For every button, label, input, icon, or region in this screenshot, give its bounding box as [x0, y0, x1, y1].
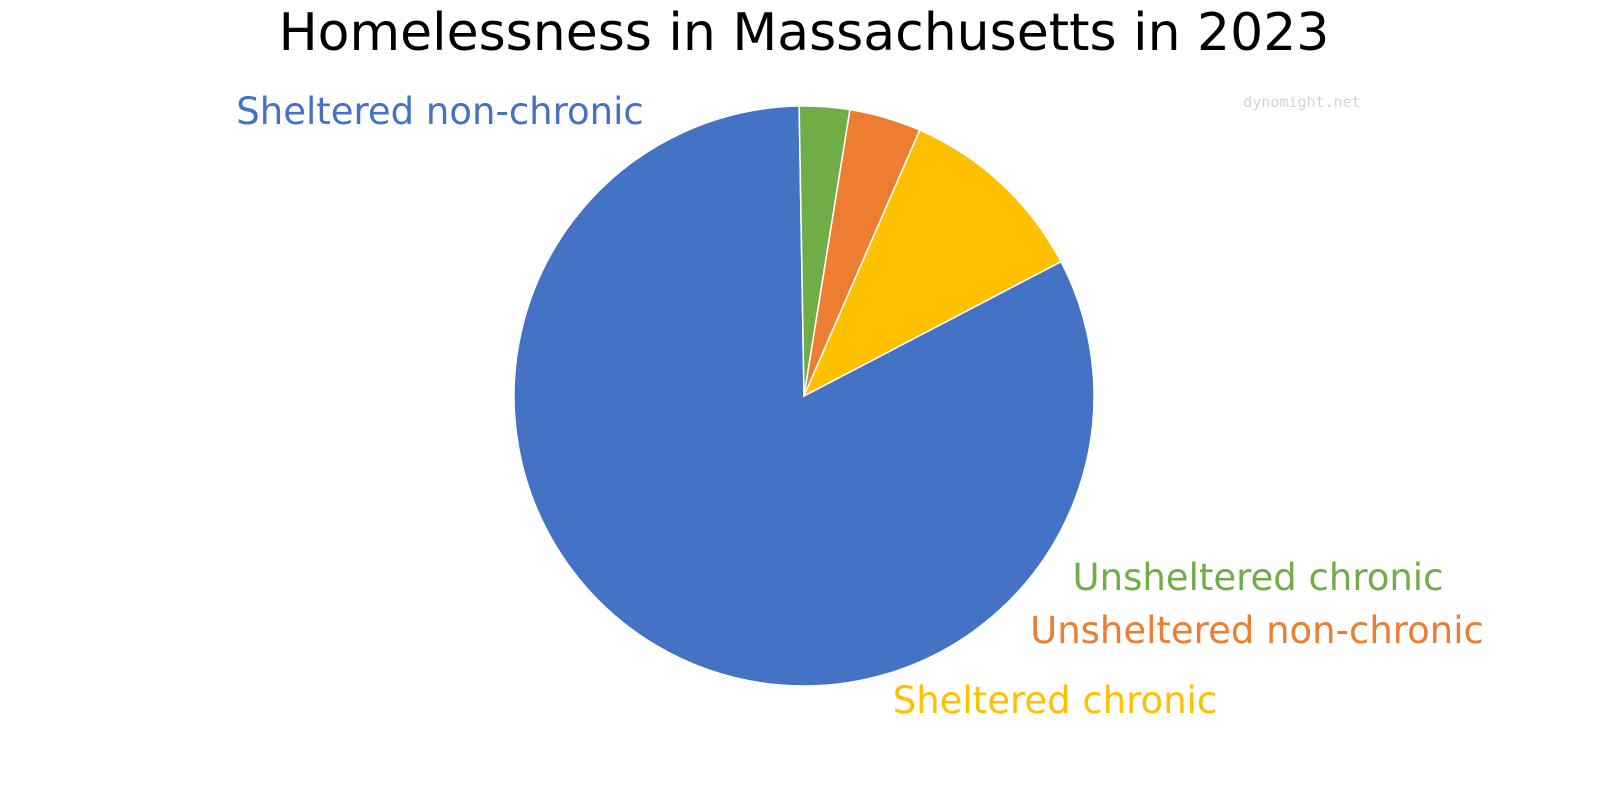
pie-labels: Sheltered non-chronic Unsheltered chronic…: [236, 90, 1484, 722]
slice-unsheltered-non-chronic-label: Unsheltered non-chronic: [1030, 609, 1484, 652]
pie-slices: [513, 105, 1095, 687]
slice-sheltered-chronic-label: Sheltered chronic: [893, 679, 1218, 722]
slice-unsheltered-chronic-label: Unsheltered chronic: [1073, 556, 1444, 599]
watermark: dynomight.net: [1243, 93, 1360, 111]
slice-sheltered-chronic: [802, 129, 1063, 398]
chart-title: Homelessness in Massachusetts in 2023: [279, 3, 1330, 63]
slice-sheltered-non-chronic-label: Sheltered non-chronic: [236, 90, 643, 133]
